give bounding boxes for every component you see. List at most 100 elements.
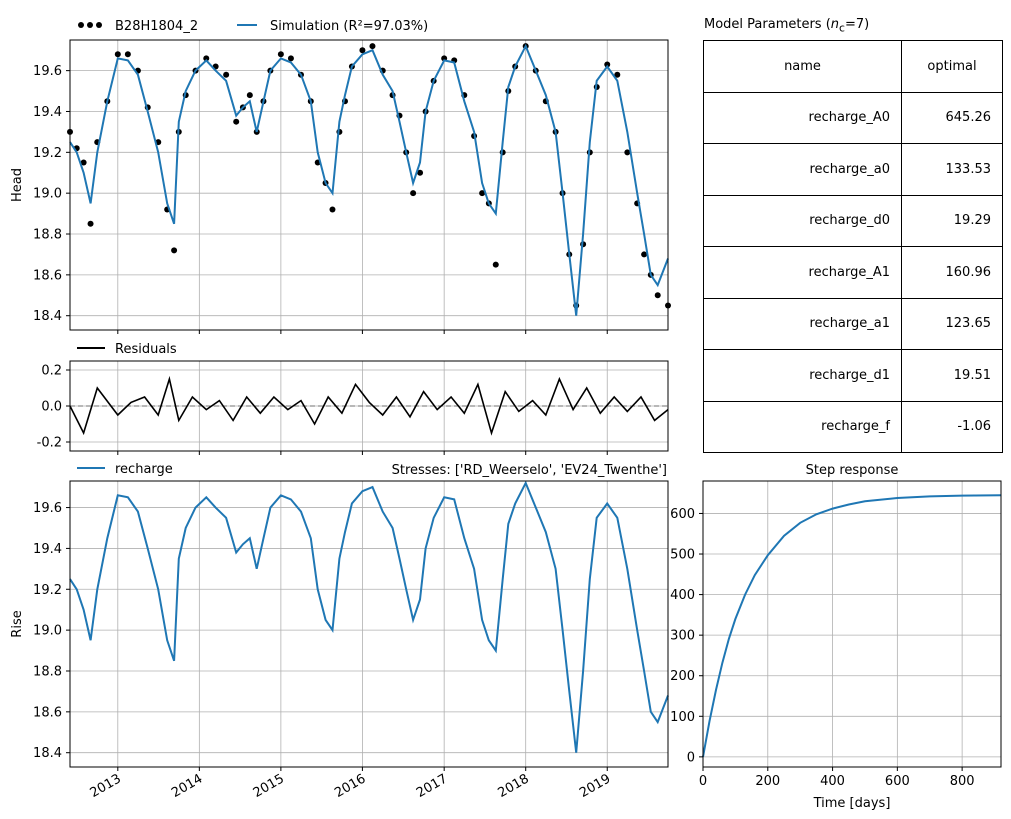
y-tick-label: 0.0 <box>41 400 62 415</box>
observation-point <box>223 71 230 78</box>
observation-point <box>359 47 366 54</box>
param-value: 123.65 <box>901 297 1003 350</box>
x-tick-label: 2016 <box>332 771 368 801</box>
y-tick-label: 19.6 <box>33 501 62 516</box>
contribution-grid <box>70 481 668 767</box>
contribution-title: Stresses: ['RD_Weerselo', 'EV24_Twenthe'… <box>392 463 667 478</box>
legend-observed-label: B28H1804_2 <box>115 19 198 34</box>
legend-recharge-label: recharge <box>115 462 173 477</box>
observation-point <box>369 43 376 50</box>
observation-point <box>604 61 611 68</box>
y-tick-label: 19.2 <box>33 583 62 598</box>
y-tick-label: 400 <box>670 588 695 603</box>
x-tick-label: 2017 <box>414 771 450 801</box>
y-tick-label: 600 <box>670 507 695 522</box>
legend-dot-2 <box>87 22 93 28</box>
head-legend: B28H1804_2 Simulation (R²=97.03%) <box>78 19 428 34</box>
residuals-line <box>69 375 669 436</box>
observation-point <box>287 55 294 62</box>
y-tick-label: 100 <box>670 710 695 725</box>
table-row: recharge_d0 19.29 <box>703 194 1003 247</box>
residuals-legend: Residuals <box>77 342 177 357</box>
head-grid <box>70 40 668 330</box>
head-axes-frame <box>69 39 669 331</box>
observation-point <box>246 92 253 99</box>
param-value: 645.26 <box>901 91 1003 144</box>
param-name: recharge_d1 <box>703 349 902 402</box>
contribution-axes-frame <box>69 480 669 768</box>
step-response-line <box>702 494 1002 758</box>
head-x-ticks <box>117 330 608 334</box>
y-tick-label: 19.4 <box>33 105 62 120</box>
x-tick-label: 2014 <box>169 771 205 801</box>
x-tick-label: 2018 <box>496 771 532 801</box>
param-value: 160.96 <box>901 246 1003 299</box>
y-tick-label: 19.0 <box>33 187 62 202</box>
table-row: recharge_A1 160.96 <box>703 246 1003 299</box>
y-tick-label: 200 <box>670 669 695 684</box>
observation-point <box>624 149 631 156</box>
step-y-ticks: 0 100 200 300 400 500 600 <box>670 507 703 765</box>
y-tick-label: 0 <box>687 750 695 765</box>
head-panel: 18.4 18.6 18.8 19.0 19.2 19.4 19.6 Head B28H18… <box>10 19 671 334</box>
legend-residuals-label: Residuals <box>115 342 177 357</box>
x-tick-label: 400 <box>820 774 845 789</box>
param-name: recharge_f <box>703 400 902 453</box>
observation-point <box>417 169 424 176</box>
y-tick-label: 18.6 <box>33 705 62 720</box>
x-tick-label: 600 <box>885 774 910 789</box>
x-tick-label: 800 <box>950 774 975 789</box>
param-value: 19.29 <box>901 194 1003 247</box>
observation-point <box>80 159 87 166</box>
table-row: recharge_a0 133.53 <box>703 143 1003 196</box>
observation-point <box>114 51 121 58</box>
param-name: recharge_d0 <box>703 194 902 247</box>
parameters-title-subscript: c <box>839 21 845 35</box>
parameters-title: Model Parameters (nc=7) <box>704 17 869 35</box>
column-header-optimal: optimal <box>901 40 1003 93</box>
y-tick-label: -0.2 <box>37 436 62 451</box>
param-value: 19.51 <box>901 349 1003 402</box>
legend-simulation-label: Simulation (R²=97.03%) <box>270 19 428 34</box>
residuals-x-ticks <box>117 451 608 455</box>
contribution-x-ticks: 2013 2014 2015 2016 2017 2018 2019 <box>88 767 613 801</box>
column-header-name: name <box>703 40 902 93</box>
contribution-legend: recharge <box>77 462 173 477</box>
step-response-panel: 0 100 200 300 400 500 600 0 200 400 600 800 Step r… <box>670 463 1002 811</box>
observation-point <box>171 247 178 254</box>
observation-point <box>233 118 240 125</box>
y-tick-label: 18.6 <box>33 268 62 283</box>
contribution-y-ticks: 18.4 18.6 18.8 19.0 19.2 19.4 19.6 <box>33 501 70 761</box>
residuals-y-ticks: -0.2 0.0 0.2 <box>37 364 70 451</box>
residuals-marks <box>69 375 669 436</box>
param-value: -1.06 <box>901 400 1003 453</box>
x-tick-label: 200 <box>755 774 780 789</box>
table-row: recharge_f -1.06 <box>703 400 1003 453</box>
y-tick-label: 18.4 <box>33 746 62 761</box>
recharge-line <box>69 480 669 753</box>
observation-point <box>614 71 621 78</box>
observation-point <box>203 55 210 62</box>
parameters-title-suffix: =7) <box>845 17 870 32</box>
head-y-ticks: 18.4 18.6 18.8 19.0 19.2 19.4 19.6 <box>33 64 70 324</box>
observation-point <box>277 51 284 58</box>
observation-point <box>410 190 417 197</box>
parameters-header-row: name optimal <box>703 40 1003 93</box>
parameters-title-prefix: Model Parameters ( <box>704 17 831 32</box>
y-tick-label: 19.4 <box>33 542 62 557</box>
y-tick-label: 0.2 <box>41 364 62 379</box>
observation-point <box>641 251 648 258</box>
y-tick-label: 19.0 <box>33 624 62 639</box>
observation-point <box>654 292 661 299</box>
x-tick-label: 2015 <box>251 771 287 801</box>
step-x-ticks: 0 200 400 600 800 <box>699 767 975 789</box>
y-tick-label: 500 <box>670 548 695 563</box>
observation-point <box>492 261 499 268</box>
table-row: recharge_A0 645.26 <box>703 91 1003 144</box>
contribution-marks <box>69 480 669 753</box>
observation-point <box>479 190 486 197</box>
x-tick-label: 2019 <box>577 771 613 801</box>
param-name: recharge_a1 <box>703 297 902 350</box>
step-marks <box>702 494 1002 758</box>
